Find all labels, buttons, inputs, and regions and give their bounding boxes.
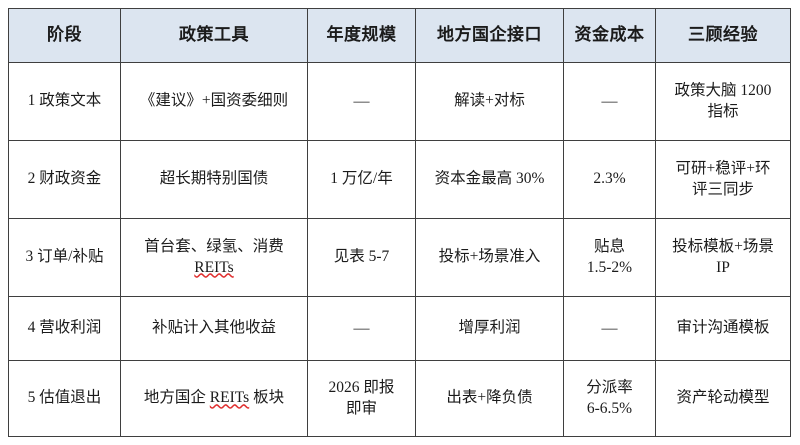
cell-experience: 审计沟通模板 [655, 296, 791, 361]
cell-soe-interface: 解读+对标 [415, 62, 564, 141]
cell-annual-scale: 1 万亿/年 [307, 140, 416, 219]
cell-experience: 资产轮动模型 [655, 360, 791, 437]
cell-soe-interface-text: 增厚利润 [458, 319, 521, 337]
cell-policy-tool: 补贴计入其他收益 [120, 296, 308, 361]
cell-stage-text: 1 政策文本 [27, 92, 102, 110]
cell-policy-tool: 地方国企 REITs 板块 [120, 360, 308, 437]
cell-annual-scale-text: 2026 即报 即审 [328, 379, 395, 417]
cell-soe-interface: 出表+降负债 [415, 360, 564, 437]
cell-annual-scale-text: 见表 5-7 [333, 248, 390, 266]
cell-policy-tool-text: 补贴计入其他收益 [151, 319, 276, 337]
policy-stage-table: 阶段 政策工具 年度规模 地方国企接口 资金成本 三顾经验 1 政策文本 《建议… [8, 8, 791, 437]
cell-capital-cost-text: — [601, 92, 618, 110]
table-row: 5 估值退出 地方国企 REITs 板块 2026 即报 即审 出表+降负债 分… [8, 360, 791, 437]
column-header-annual-scale: 年度规模 [307, 8, 416, 63]
cell-capital-cost: 贴息 1.5-2% [563, 218, 656, 297]
column-header-stage: 阶段 [8, 8, 121, 63]
table-row: 3 订单/补贴 首台套、绿氢、消费 REITs 见表 5-7 投标+场景准入 贴… [8, 218, 791, 297]
cell-soe-interface: 增厚利润 [415, 296, 564, 361]
cell-experience-text: 资产轮动模型 [676, 389, 770, 407]
cell-policy-tool: 《建议》+国资委细则 [120, 62, 308, 141]
cell-annual-scale: 见表 5-7 [307, 218, 416, 297]
cell-stage: 4 营收利润 [8, 296, 121, 361]
table-row: 2 财政资金 超长期特别国债 1 万亿/年 资本金最高 30% 2.3% 可研+… [8, 140, 791, 219]
cell-experience-text: 政策大脑 1200 指标 [674, 82, 772, 120]
cell-policy-tool-text: 首台套、绿氢、消费 REITs [126, 237, 302, 278]
column-header-policy-tool-label: 政策工具 [179, 25, 249, 45]
cell-soe-interface: 投标+场景准入 [415, 218, 564, 297]
column-header-policy-tool: 政策工具 [120, 8, 308, 63]
table-header-row: 阶段 政策工具 年度规模 地方国企接口 资金成本 三顾经验 [8, 8, 791, 63]
cell-stage: 1 政策文本 [8, 62, 121, 141]
cell-soe-interface-text: 解读+对标 [454, 92, 525, 110]
cell-experience-text: 投标模板+场景 IP [672, 238, 774, 276]
cell-experience-text: 可研+稳评+环 评三同步 [675, 160, 771, 198]
cell-annual-scale-text: — [353, 319, 370, 337]
table-body: 1 政策文本 《建议》+国资委细则 — 解读+对标 — 政策大脑 1200 指标… [8, 62, 791, 437]
cell-capital-cost-text: 贴息 1.5-2% [586, 238, 633, 276]
cell-annual-scale: — [307, 62, 416, 141]
cell-policy-tool-text: 地方国企 REITs 板块 [126, 388, 302, 408]
column-header-stage-label: 阶段 [47, 25, 82, 45]
cell-policy-tool-prefix: 地方国企 [143, 389, 210, 407]
misspelled-word-reits: REITs [209, 389, 250, 407]
cell-capital-cost: 分派率 6-6.5% [563, 360, 656, 437]
cell-capital-cost-text: 分派率 6-6.5% [586, 379, 633, 417]
cell-policy-tool: 超长期特别国债 [120, 140, 308, 219]
column-header-capital-cost: 资金成本 [563, 8, 656, 63]
column-header-capital-cost-label: 资金成本 [574, 25, 645, 45]
column-header-soe-interface: 地方国企接口 [415, 8, 564, 63]
cell-stage-text: 2 财政资金 [27, 170, 102, 188]
column-header-experience-label: 三顾经验 [688, 25, 758, 45]
cell-annual-scale-text: 1 万亿/年 [330, 170, 393, 188]
cell-stage-text: 3 订单/补贴 [25, 248, 104, 266]
cell-capital-cost: — [563, 296, 656, 361]
policy-table-container: 阶段 政策工具 年度规模 地方国企接口 资金成本 三顾经验 1 政策文本 《建议… [8, 8, 791, 437]
column-header-annual-scale-label: 年度规模 [326, 25, 397, 45]
cell-policy-tool-text: 超长期特别国债 [159, 170, 269, 188]
cell-experience: 可研+稳评+环 评三同步 [655, 140, 791, 219]
cell-annual-scale: 2026 即报 即审 [307, 360, 416, 437]
cell-annual-scale: — [307, 296, 416, 361]
cell-annual-scale-text: — [353, 92, 370, 110]
cell-capital-cost-text: 2.3% [593, 170, 626, 188]
cell-experience: 政策大脑 1200 指标 [655, 62, 791, 141]
cell-policy-tool-prefix: 首台套、绿氢、消费 [144, 238, 284, 256]
cell-capital-cost: 2.3% [563, 140, 656, 219]
cell-experience: 投标模板+场景 IP [655, 218, 791, 297]
cell-stage-text: 5 估值退出 [27, 389, 102, 407]
cell-policy-tool-text: 《建议》+国资委细则 [139, 92, 289, 110]
table-header: 阶段 政策工具 年度规模 地方国企接口 资金成本 三顾经验 [8, 8, 791, 63]
column-header-soe-interface-label: 地方国企接口 [437, 25, 542, 45]
cell-capital-cost: — [563, 62, 656, 141]
cell-soe-interface-text: 资本金最高 30% [434, 170, 545, 188]
cell-soe-interface: 资本金最高 30% [415, 140, 564, 219]
cell-stage: 5 估值退出 [8, 360, 121, 437]
cell-policy-tool: 首台套、绿氢、消费 REITs [120, 218, 308, 297]
cell-stage: 2 财政资金 [8, 140, 121, 219]
table-row: 1 政策文本 《建议》+国资委细则 — 解读+对标 — 政策大脑 1200 指标 [8, 62, 791, 141]
cell-policy-tool-suffix: 板块 [249, 389, 285, 407]
cell-stage: 3 订单/补贴 [8, 218, 121, 297]
cell-soe-interface-text: 出表+降负债 [446, 389, 533, 407]
cell-experience-text: 审计沟通模板 [676, 319, 770, 337]
column-header-experience: 三顾经验 [655, 8, 791, 63]
table-row: 4 营收利润 补贴计入其他收益 — 增厚利润 — 审计沟通模板 [8, 296, 791, 361]
cell-soe-interface-text: 投标+场景准入 [438, 248, 541, 266]
cell-capital-cost-text: — [601, 319, 618, 337]
misspelled-word-reits: REITs [194, 258, 234, 276]
cell-stage-text: 4 营收利润 [27, 319, 102, 337]
